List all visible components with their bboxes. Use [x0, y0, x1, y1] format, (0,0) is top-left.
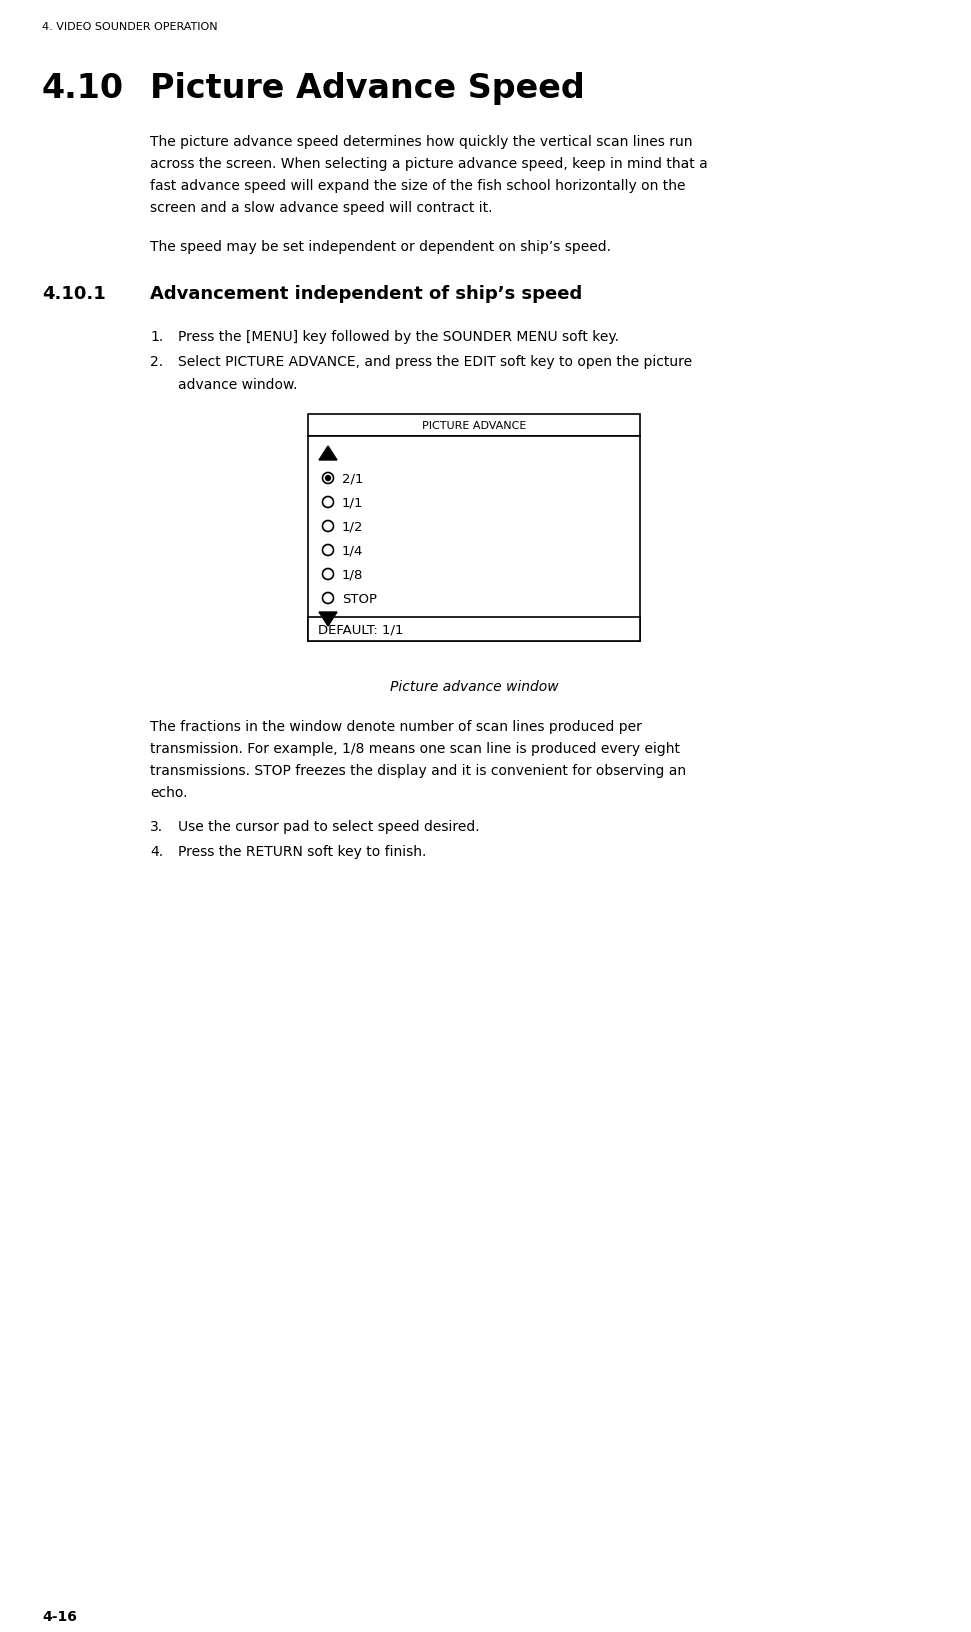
- Text: 2.: 2.: [150, 354, 163, 369]
- Text: Select PICTURE ADVANCE, and press the EDIT soft key to open the picture: Select PICTURE ADVANCE, and press the ED…: [178, 354, 692, 369]
- Text: 1.: 1.: [150, 330, 163, 344]
- Text: Advancement independent of ship’s speed: Advancement independent of ship’s speed: [150, 286, 583, 304]
- Text: Press the [MENU] key followed by the SOUNDER MENU soft key.: Press the [MENU] key followed by the SOU…: [178, 330, 619, 344]
- Text: PICTURE ADVANCE: PICTURE ADVANCE: [421, 421, 526, 431]
- Text: 1/1: 1/1: [342, 496, 363, 509]
- Text: transmissions. STOP freezes the display and it is convenient for observing an: transmissions. STOP freezes the display …: [150, 764, 686, 777]
- Bar: [308, 415, 640, 437]
- Text: The speed may be set independent or dependent on ship’s speed.: The speed may be set independent or depe…: [150, 240, 611, 255]
- Text: 4-16: 4-16: [42, 1609, 77, 1622]
- Text: The fractions in the window denote number of scan lines produced per: The fractions in the window denote numbe…: [150, 720, 642, 733]
- Text: echo.: echo.: [150, 785, 187, 800]
- Text: fast advance speed will expand the size of the fish school horizontally on the: fast advance speed will expand the size …: [150, 180, 686, 193]
- Bar: [308, 437, 640, 641]
- Bar: [308, 617, 640, 641]
- Text: 4. VIDEO SOUNDER OPERATION: 4. VIDEO SOUNDER OPERATION: [42, 21, 218, 33]
- Text: Picture Advance Speed: Picture Advance Speed: [150, 72, 585, 104]
- Text: 2/1: 2/1: [342, 473, 363, 486]
- Text: Press the RETURN soft key to finish.: Press the RETURN soft key to finish.: [178, 844, 426, 858]
- Text: across the screen. When selecting a picture advance speed, keep in mind that a: across the screen. When selecting a pict…: [150, 157, 708, 171]
- Text: STOP: STOP: [342, 592, 377, 605]
- Text: 4.: 4.: [150, 844, 163, 858]
- Text: The picture advance speed determines how quickly the vertical scan lines run: The picture advance speed determines how…: [150, 135, 692, 149]
- Text: 3.: 3.: [150, 819, 163, 834]
- Circle shape: [325, 477, 330, 481]
- Text: Picture advance window: Picture advance window: [389, 679, 558, 694]
- Text: DEFAULT: 1/1: DEFAULT: 1/1: [318, 623, 404, 636]
- Text: 4.10.1: 4.10.1: [42, 286, 106, 304]
- Text: 4.10: 4.10: [42, 72, 124, 104]
- Text: 1/4: 1/4: [342, 545, 363, 558]
- Polygon shape: [319, 612, 337, 627]
- Text: 1/8: 1/8: [342, 568, 363, 581]
- Text: Use the cursor pad to select speed desired.: Use the cursor pad to select speed desir…: [178, 819, 480, 834]
- Polygon shape: [319, 447, 337, 460]
- Text: advance window.: advance window.: [178, 377, 297, 392]
- Text: screen and a slow advance speed will contract it.: screen and a slow advance speed will con…: [150, 201, 492, 215]
- Text: 1/2: 1/2: [342, 521, 363, 534]
- Text: transmission. For example, 1/8 means one scan line is produced every eight: transmission. For example, 1/8 means one…: [150, 741, 680, 756]
